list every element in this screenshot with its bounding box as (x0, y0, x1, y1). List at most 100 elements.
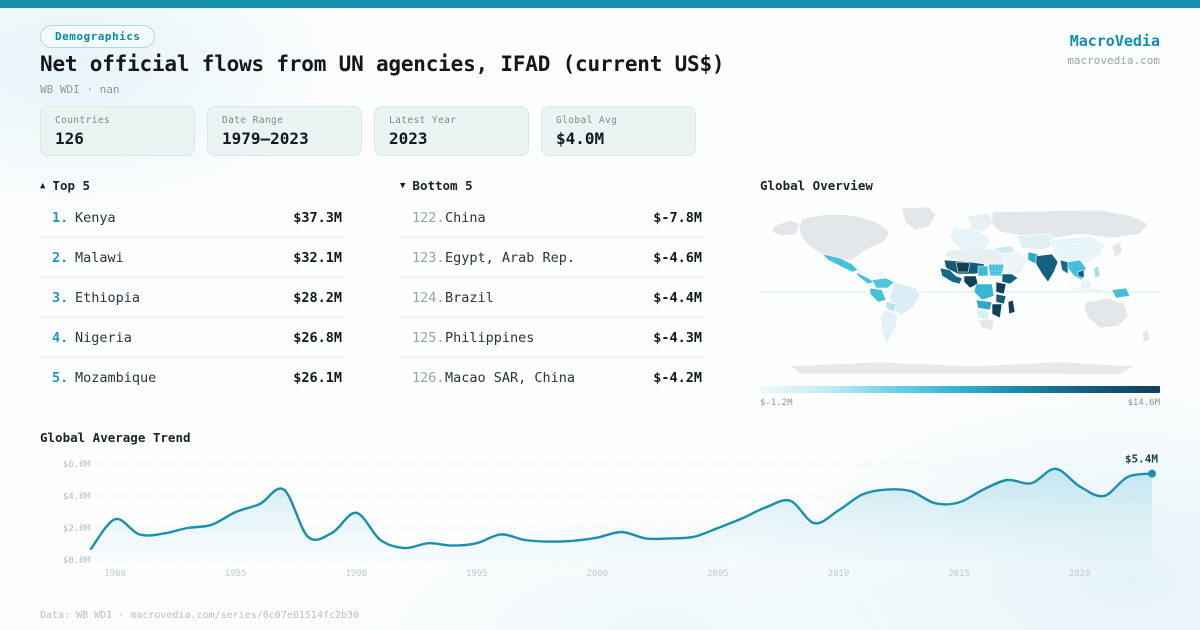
map-dots-overlay (1049, 235, 1106, 265)
rank: 122. (412, 209, 445, 226)
country-value: $-4.2M (653, 370, 702, 386)
stat-cards: Countries 126 Date Range 1979—2023 Lates… (40, 106, 696, 156)
table-row: 122. China $-7.8M (400, 198, 702, 238)
y-axis-label: $4.0M (63, 492, 91, 502)
map-region-antarctica (789, 361, 1136, 375)
top5-section: ▲ Top 5 1. Kenya $37.3M 2. Malawi $32.1M… (40, 178, 342, 398)
table-row: 126. Macao SAR, China $-4.2M (400, 358, 702, 398)
stat-label: Latest Year (389, 115, 457, 126)
rank: 125. (412, 329, 445, 346)
x-axis-label: 1985 (225, 569, 247, 579)
country-name: Mozambique (75, 370, 157, 386)
stat-card-countries: Countries 126 (40, 106, 195, 156)
map-region-ethiopia (1001, 273, 1019, 285)
map-region-kenya (995, 281, 1007, 295)
country-name: Kenya (75, 209, 116, 226)
country-name: Nigeria (75, 329, 132, 346)
y-axis-label: $0.0M (63, 556, 91, 566)
map-region-peru (869, 287, 887, 303)
map-region-mexico (821, 253, 859, 273)
country-name: Brazil (445, 289, 494, 306)
country-value: $32.1M (293, 249, 342, 266)
map-region-japan (1111, 241, 1123, 259)
map-region-papua-new-guinea (1111, 287, 1131, 299)
stat-card-date-range: Date Range 1979—2023 (207, 106, 362, 156)
table-row: 5. Mozambique $26.1M (40, 358, 342, 398)
trend-end-value-label: $5.4M (1125, 453, 1158, 466)
country-name: Egypt, Arab Rep. (445, 249, 576, 266)
brand-block: MacroVedia macrovedia.com (1067, 32, 1160, 67)
trend-title: Global Average Trend (40, 430, 191, 445)
country-value: $-7.8M (653, 209, 702, 226)
map-region-russia (989, 209, 1149, 239)
rank: 5. (52, 370, 69, 386)
rank: 3. (52, 289, 69, 306)
map-region-central-america (855, 271, 875, 285)
map-region-indonesia (1065, 285, 1091, 293)
x-axis-label: 2015 (948, 569, 970, 579)
stat-value: $4.0M (556, 129, 605, 148)
map-dots-overlay (889, 281, 921, 317)
country-name: China (445, 209, 486, 226)
page-subtitle: WB WDI · nan (40, 83, 120, 96)
bottom5-title: Bottom 5 (412, 178, 473, 193)
country-value: $-4.3M (653, 329, 702, 346)
map-region-australia (1083, 297, 1129, 329)
map-region-north-america (799, 214, 889, 261)
country-name: Malawi (75, 249, 124, 266)
map-region-west-africa-coast (939, 267, 963, 285)
table-row: 3. Ethiopia $28.2M (40, 278, 342, 318)
top5-title: Top 5 (52, 178, 91, 193)
x-axis-label: 1995 (466, 569, 488, 579)
stat-value: 126 (55, 129, 84, 148)
world-choropleth-map (760, 206, 1160, 375)
stat-label: Global Avg (556, 115, 618, 126)
trend-end-dot (1148, 469, 1156, 478)
footer-attribution: Data: WB WDI · macrovedia.com/series/6c0… (40, 610, 360, 621)
country-value: $26.1M (293, 370, 342, 386)
brand-name: MacroVedia (1069, 32, 1160, 50)
rank: 4. (52, 329, 69, 346)
map-title: Global Overview (760, 178, 1160, 193)
down-triangle-icon: ▼ (400, 180, 406, 191)
map-region-cambodia (1077, 269, 1085, 279)
table-row: 123. Egypt, Arab Rep. $-4.6M (400, 238, 702, 278)
up-triangle-icon: ▲ (40, 180, 46, 191)
map-region-mali-niger (955, 261, 971, 273)
country-value: $26.8M (293, 329, 342, 346)
map-region-scandinavia (966, 212, 994, 233)
rank: 123. (412, 249, 445, 266)
table-row: 125. Philippines $-4.3M (400, 318, 702, 358)
scale-max-label: $14.6M (1127, 398, 1160, 408)
global-average-trend-chart: $0.0M $2.0M $4.0M $6.0M 1980 1985 1990 1995 2000… (63, 453, 1158, 579)
map-region-myanmar-bangladesh (1059, 259, 1069, 275)
map-region-india (1035, 253, 1059, 283)
brand-url: macrovedia.com (1067, 54, 1160, 67)
page-title: Net official flows from UN agencies, IFA… (40, 52, 725, 76)
rank: 124. (412, 289, 445, 306)
map-region-indonesia-east (1089, 287, 1105, 295)
map-dots-overlay (987, 263, 1005, 277)
stat-card-latest-year: Latest Year 2023 (374, 106, 529, 156)
map-region-madagascar (1007, 299, 1016, 315)
category-badge: Demographics (40, 25, 156, 48)
x-axis-label: 1980 (104, 569, 126, 579)
trend-area-fill (91, 468, 1152, 560)
map-region-chad (977, 265, 989, 277)
bottom5-header: ▼ Bottom 5 (400, 178, 702, 193)
top-accent-bar (0, 0, 1200, 8)
map-region-angola-zambia (975, 299, 993, 311)
country-value: $28.2M (293, 289, 342, 306)
top5-header: ▲ Top 5 (40, 178, 342, 193)
table-row: 1. Kenya $37.3M (40, 198, 342, 238)
map-title-text: Global Overview (760, 178, 873, 193)
trend-title-text: Global Average Trend (40, 430, 191, 445)
country-name: Macao SAR, China (445, 370, 576, 386)
map-region-south-africa (977, 319, 995, 331)
table-row: 2. Malawi $32.1M (40, 238, 342, 278)
map-region-namibia-botswana (975, 309, 991, 321)
map-region-colombia-venezuela (871, 277, 895, 289)
rank: 2. (52, 249, 69, 266)
country-name: Ethiopia (75, 289, 141, 306)
map-region-tanzania (995, 293, 1007, 305)
